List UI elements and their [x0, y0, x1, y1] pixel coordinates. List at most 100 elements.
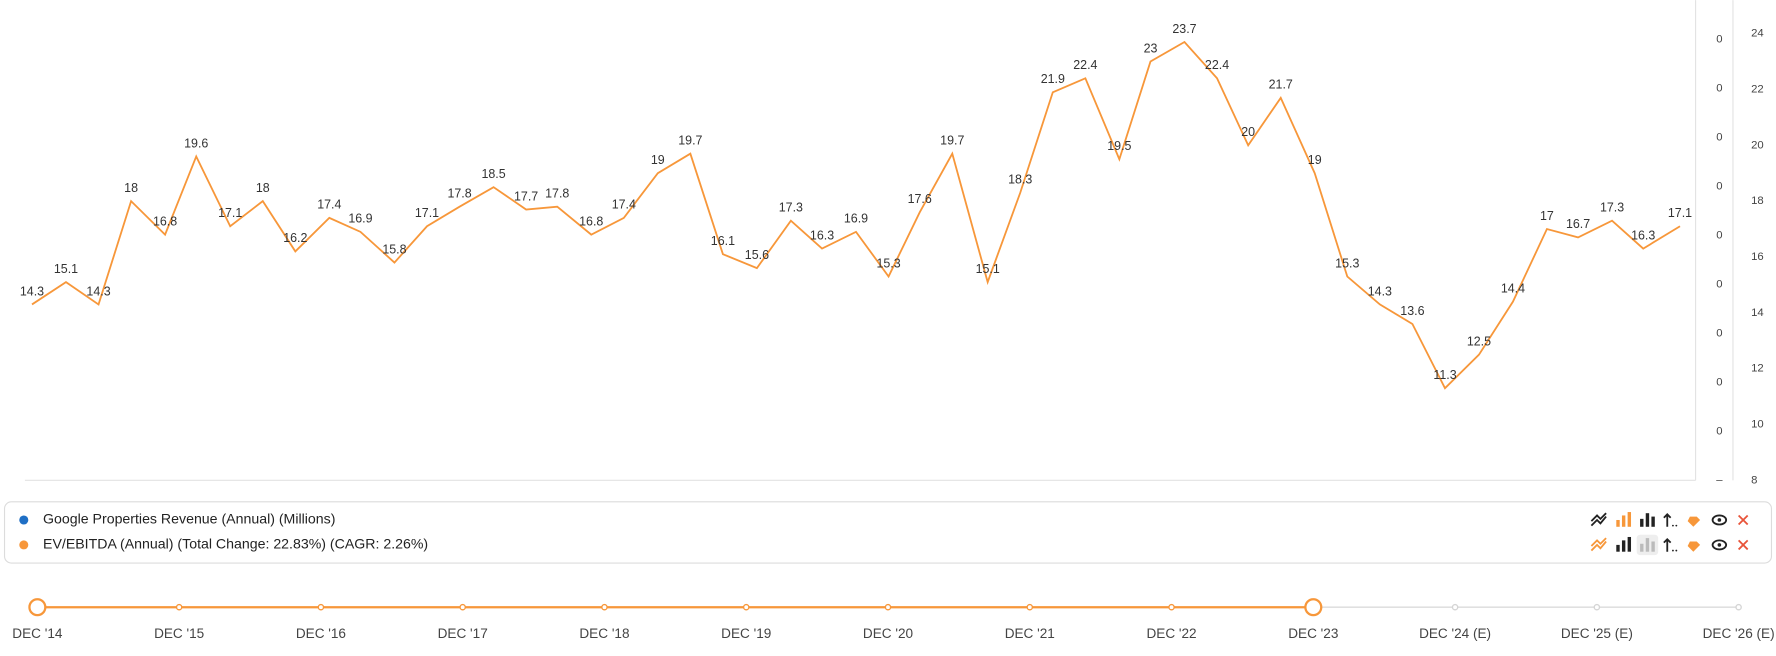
timeline-label: DEC '22: [1146, 626, 1196, 641]
data-label: 17.8: [545, 187, 569, 201]
y-tick-label: 18: [1751, 195, 1764, 207]
data-label: 17.1: [1668, 206, 1692, 220]
data-label: 19.7: [678, 133, 702, 147]
data-label: 14.3: [20, 284, 44, 298]
timeline-handle[interactable]: [28, 598, 47, 617]
data-label: 18.3: [1008, 173, 1032, 187]
timeline-label: DEC '20: [863, 626, 914, 641]
series-line: [31, 40, 1681, 390]
y2-tick-label: –: [1716, 474, 1723, 486]
data-label: 17.3: [1600, 200, 1624, 214]
timeline-label: DEC '18: [579, 626, 629, 641]
data-label: 15.1: [54, 262, 78, 276]
timeline-dot[interactable]: [459, 603, 466, 611]
data-label: 15.1: [976, 262, 1000, 276]
data-label: 17.4: [612, 198, 636, 212]
y-tick-label: 12: [1751, 363, 1764, 375]
data-label: 13.6: [1400, 304, 1424, 318]
data-label: 22.4: [1073, 58, 1097, 72]
data-label: 19.6: [184, 136, 208, 150]
legend-box: [3, 501, 1773, 564]
data-label: 17.8: [447, 187, 471, 201]
data-label: 16.2: [283, 231, 307, 245]
data-label: 22.4: [1205, 58, 1229, 72]
y2-tick-label: 0: [1716, 34, 1722, 46]
timeline-dot[interactable]: [1451, 603, 1459, 611]
timeline-label: DEC '19: [721, 626, 771, 641]
timeline-dot[interactable]: [1735, 603, 1742, 611]
legend-label: Google Properties Revenue (Annual) (Mill…: [43, 511, 335, 527]
legend-label: EV/EBITDA (Annual) (Total Change: 22.83%…: [43, 536, 428, 552]
data-label: 23: [1144, 41, 1158, 55]
y2-tick-label: 0: [1716, 425, 1722, 437]
y2-tick-label: 0: [1716, 181, 1722, 193]
timeline-label: DEC '25 (E): [1561, 626, 1633, 641]
timeline-label: DEC '21: [1005, 626, 1055, 641]
timeline-dot[interactable]: [317, 603, 325, 611]
timeline-label: DEC '24 (E): [1419, 626, 1491, 641]
data-label: 18: [256, 181, 270, 195]
data-label: 17.4: [317, 198, 341, 212]
data-label: 20: [1241, 125, 1255, 139]
data-label: 15.8: [382, 242, 406, 256]
data-label: 16.1: [711, 234, 735, 248]
timeline-dot[interactable]: [1168, 603, 1175, 611]
data-label: 16.3: [810, 228, 834, 242]
data-label: 18.5: [481, 167, 505, 181]
timeline-dot[interactable]: [884, 603, 892, 611]
y-tick-label: 10: [1751, 418, 1764, 430]
data-label: 19.7: [940, 133, 964, 147]
data-label: 15.3: [1335, 256, 1359, 270]
timeline-dot[interactable]: [601, 603, 608, 611]
data-label: 18: [124, 181, 138, 195]
y-tick-label: 8: [1751, 474, 1757, 486]
timeline-label: DEC '26 (E): [1703, 626, 1775, 641]
y-tick-label: 20: [1751, 139, 1764, 151]
data-label: 16.9: [844, 212, 868, 226]
data-label: 11.3: [1433, 368, 1456, 382]
y-tick-label: 24: [1751, 28, 1764, 40]
y-tick-label: 14: [1751, 307, 1764, 319]
timeline-label: DEC '14: [12, 626, 63, 641]
timeline-label: DEC '23: [1288, 626, 1338, 641]
data-label: 17.3: [779, 200, 803, 214]
data-label: 16.3: [1631, 228, 1655, 242]
timeline-dot[interactable]: [175, 603, 183, 611]
data-label: 16.9: [348, 212, 372, 226]
y2-tick-label: 0: [1716, 327, 1722, 339]
data-label: 14.4: [1501, 281, 1525, 295]
y2-tick-label: 0: [1716, 230, 1722, 242]
data-label: 17: [1540, 209, 1554, 223]
toolbar-row-2[interactable]: [1590, 534, 1749, 556]
data-label: 17.1: [218, 206, 242, 220]
data-label: 15.6: [745, 248, 769, 262]
y2-tick-label: 0: [1716, 83, 1722, 95]
data-label: 12.5: [1467, 335, 1491, 349]
legend-dot: [19, 515, 29, 525]
data-label: 16.7: [1566, 217, 1590, 231]
y2-tick-label: 0: [1716, 132, 1722, 144]
timeline-dot[interactable]: [1026, 603, 1034, 611]
data-label: 19: [1308, 153, 1322, 167]
timeline-label: DEC '17: [438, 626, 488, 641]
toolbar-row-1[interactable]: [1590, 512, 1749, 527]
data-label: 15.3: [876, 256, 900, 270]
timeline-handle[interactable]: [1304, 598, 1323, 617]
data-label: 14.3: [86, 284, 110, 298]
data-label: 16.8: [153, 214, 177, 228]
data-label: 19: [651, 153, 665, 167]
data-label: 21.9: [1041, 72, 1065, 86]
data-label: 14.3: [1368, 284, 1392, 298]
data-label: 21.7: [1269, 78, 1293, 92]
data-label: 17.6: [908, 192, 932, 206]
data-label: 19.5: [1107, 139, 1131, 153]
timeline-dot[interactable]: [742, 603, 750, 611]
timeline-label: DEC '15: [154, 626, 204, 641]
legend-dot: [19, 540, 29, 550]
data-label: 17.1: [415, 206, 439, 220]
timeline-label: DEC '16: [296, 626, 346, 641]
timeline-dot[interactable]: [1593, 603, 1601, 611]
y2-tick-label: 0: [1716, 376, 1722, 388]
